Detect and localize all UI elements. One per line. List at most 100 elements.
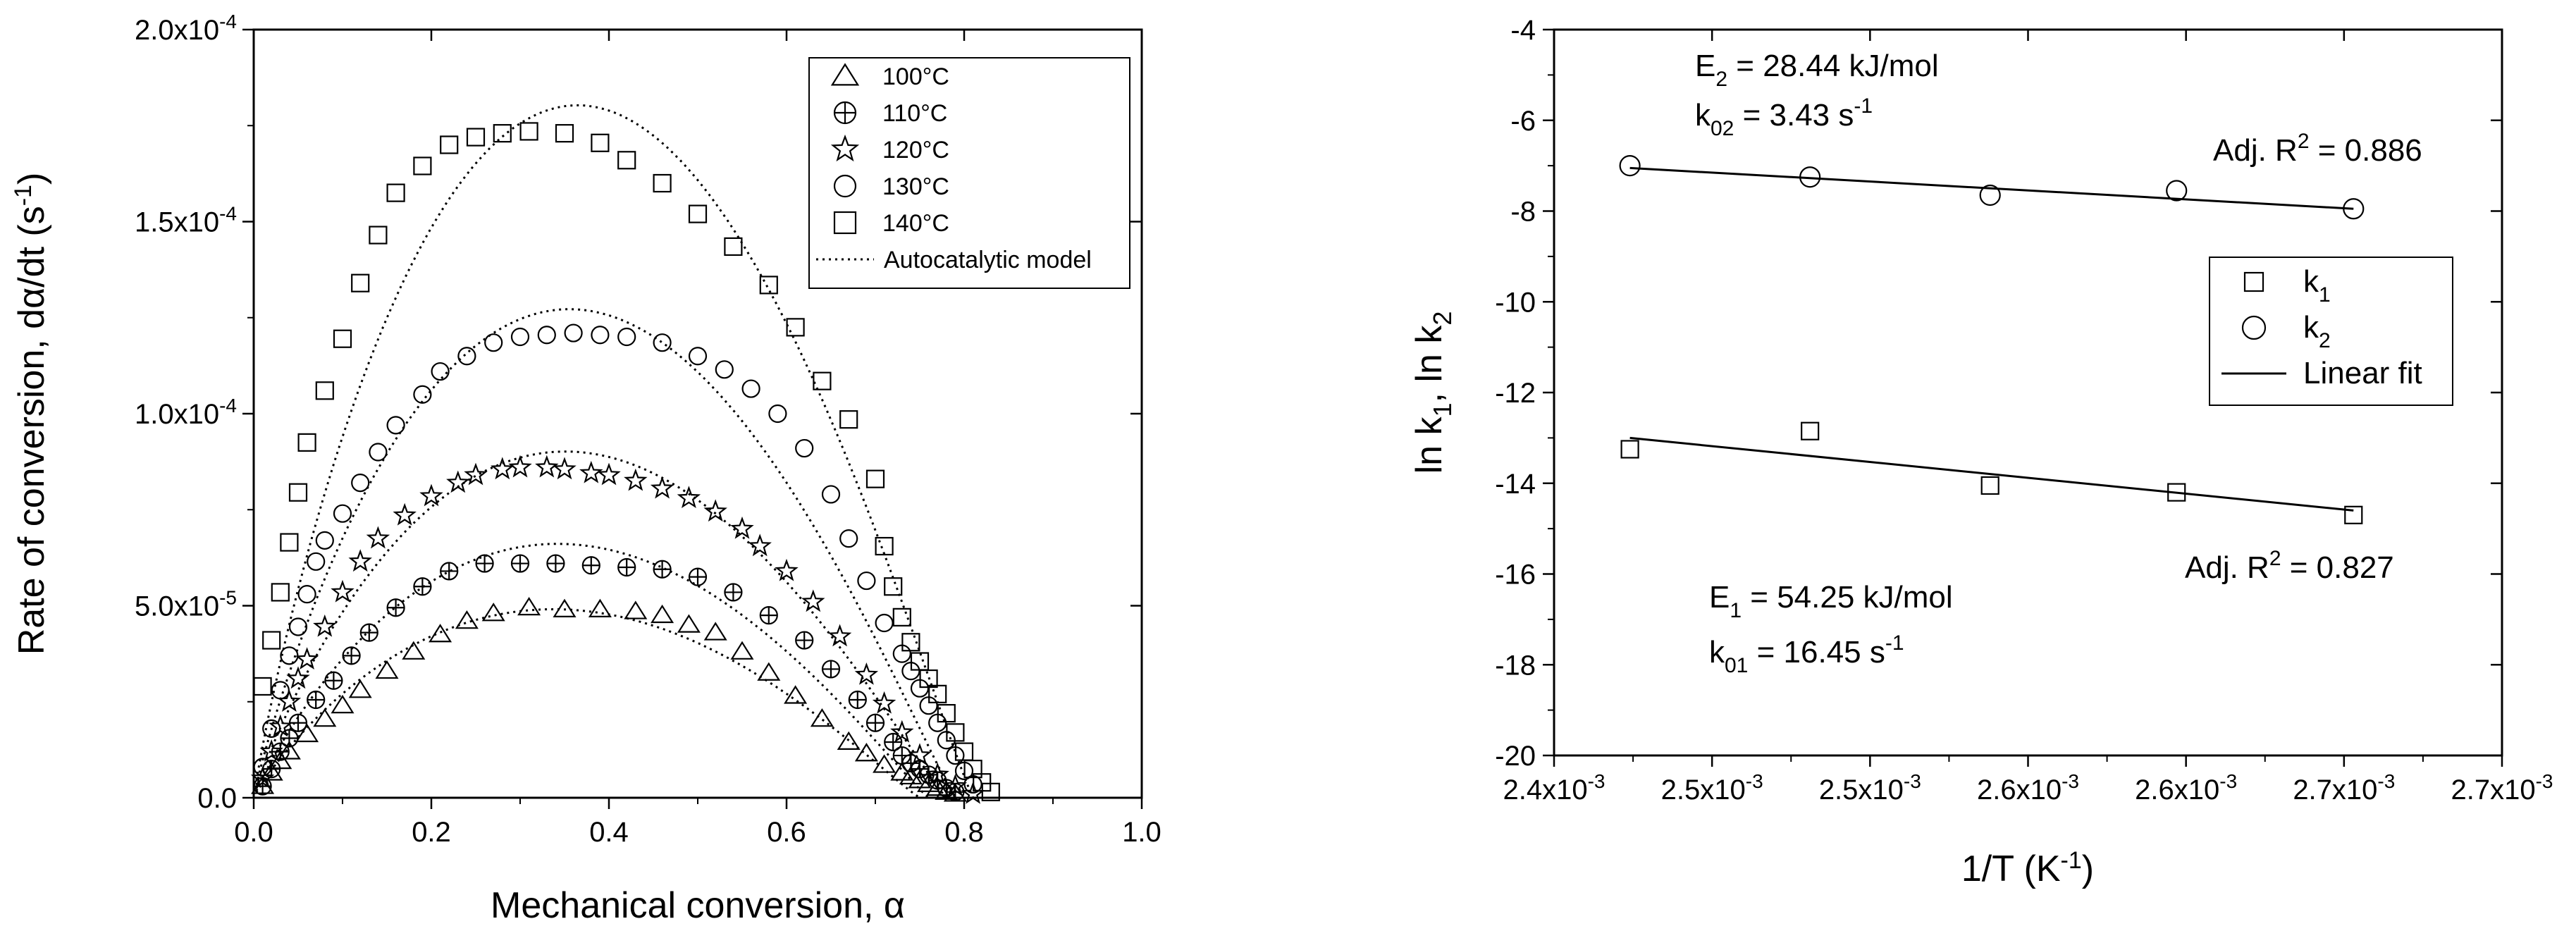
point-140°C <box>928 684 947 703</box>
point-120°C <box>597 462 621 486</box>
point-120°C <box>491 457 514 480</box>
point-100°C <box>588 598 612 617</box>
left-ticks: 0.0 0.2 0.4 0.6 0.8 1.0 0.0 5.0x10-5 1.0x10-4 1.5… <box>135 11 1161 848</box>
point-110°C <box>386 598 405 617</box>
point-140°C <box>288 483 308 502</box>
legend-marker-square <box>833 211 857 235</box>
point-140°C <box>315 381 334 400</box>
point-130°C <box>253 758 272 777</box>
point-100°C <box>455 610 479 629</box>
point-k2 <box>1619 155 1641 177</box>
point-110°C <box>821 660 841 679</box>
point-120°C <box>650 476 674 499</box>
point-100°C <box>810 708 834 727</box>
annotation-r2_lower: Adj. R2 = 0.827 <box>2185 547 2394 585</box>
point-140°C <box>262 631 281 650</box>
point-140°C <box>884 577 903 596</box>
left-x-axis-title: Mechanical conversion, α <box>491 885 905 926</box>
point-110°C-cross <box>653 560 671 578</box>
left-y-tick-label: 5.0x10-5 <box>135 587 237 622</box>
legend-marker-circle-plus-cross <box>834 102 856 123</box>
left-legend-box <box>808 57 1130 289</box>
point-120°C <box>553 457 577 480</box>
point-120°C <box>259 739 283 762</box>
point-k2 <box>2166 180 2188 202</box>
point-140°C <box>271 583 290 602</box>
point-110°C <box>581 556 600 575</box>
point-140°C <box>280 533 299 552</box>
annotation-e1: E1 = 54.25 kJ/mol <box>1709 580 1953 622</box>
point-120°C <box>295 647 319 669</box>
point-140°C <box>369 226 388 245</box>
point-110°C-cross <box>440 562 458 580</box>
legend-label: 100°C <box>882 63 949 90</box>
point-110°C-cross <box>618 559 636 576</box>
point-140°C <box>555 124 574 143</box>
point-120°C <box>508 455 532 478</box>
point-120°C <box>348 549 372 572</box>
point-110°C <box>865 713 885 732</box>
point-140°C <box>839 410 858 429</box>
point-100°C <box>402 641 426 660</box>
left-y-axis-title: Rate of conversion, dα/dt (s-1) <box>10 173 52 655</box>
point-k2 <box>1979 184 2001 206</box>
point-110°C <box>759 606 778 625</box>
point-110°C <box>688 567 708 586</box>
point-110°C <box>617 557 636 577</box>
point-100°C <box>429 624 452 643</box>
point-140°C <box>786 318 805 337</box>
chart-left: 0.0 0.2 0.4 0.6 0.8 1.0 0.0 5.0x10-5 1.0x10-4 1.5… <box>10 11 1161 926</box>
point-110°C <box>848 690 867 710</box>
point-130°C <box>768 404 787 424</box>
legend-label: Linear fit <box>2303 356 2422 390</box>
point-120°C <box>872 691 896 714</box>
point-100°C <box>703 622 727 641</box>
point-110°C-cross <box>512 555 529 572</box>
point-120°C <box>748 533 772 557</box>
right-x-tick-label: 2.5x10-3 <box>1819 770 1921 806</box>
point-130°C <box>715 360 734 379</box>
left-y-tick-label: 0.0 <box>197 783 237 814</box>
linear-fit-k1 <box>1629 436 2354 512</box>
annotation-k01: k01 = 16.45 s-1 <box>1709 631 1904 677</box>
point-120°C <box>331 579 355 603</box>
point-130°C <box>839 529 858 548</box>
left-legend: 100°C 110°C 120°C 130°C 140°C Autocatalytic m… <box>808 57 1130 289</box>
point-100°C <box>917 773 941 792</box>
series-k2 <box>1619 155 2365 220</box>
point-110°C-cross <box>796 631 813 649</box>
point-100°C <box>757 662 781 681</box>
model-curve-130°C <box>255 308 956 798</box>
point-110°C <box>884 732 903 752</box>
point-110°C-cross <box>885 733 902 751</box>
point-120°C <box>250 766 275 789</box>
legend-label: 130°C <box>882 173 949 200</box>
point-130°C <box>484 333 503 352</box>
point-100°C <box>873 754 896 773</box>
point-100°C <box>784 685 808 704</box>
point-100°C <box>259 762 283 781</box>
point-k1 <box>1620 440 1639 459</box>
point-110°C <box>324 671 343 690</box>
left-x-tick-label: 0.0 <box>234 817 273 848</box>
model-curve-120°C <box>255 450 947 798</box>
point-110°C <box>475 554 494 573</box>
model-curve-100°C <box>255 607 920 799</box>
right-y-axis-title: ln k1, ln k2 <box>1409 311 1457 474</box>
right-x-tick-label: 2.4x10-3 <box>1503 770 1605 806</box>
series-k1 <box>1620 421 2363 524</box>
point-140°C <box>253 677 272 696</box>
point-130°C <box>537 326 556 345</box>
point-130°C <box>369 443 388 462</box>
right-x-tick-label: 2.6x10-3 <box>2135 770 2237 806</box>
point-100°C <box>730 641 754 660</box>
point-120°C <box>535 455 559 478</box>
point-100°C <box>313 708 337 727</box>
point-100°C <box>899 765 923 785</box>
right-y-tick-label: -18 <box>1495 650 1536 681</box>
right-ticks: 2.4x10-3 2.5x10-3 2.5x10-3 2.6x10-3 2.6x10-3… <box>1495 15 2553 806</box>
point-100°C <box>624 600 648 619</box>
point-120°C <box>464 462 488 486</box>
point-120°C <box>775 558 799 581</box>
point-120°C <box>801 589 825 612</box>
